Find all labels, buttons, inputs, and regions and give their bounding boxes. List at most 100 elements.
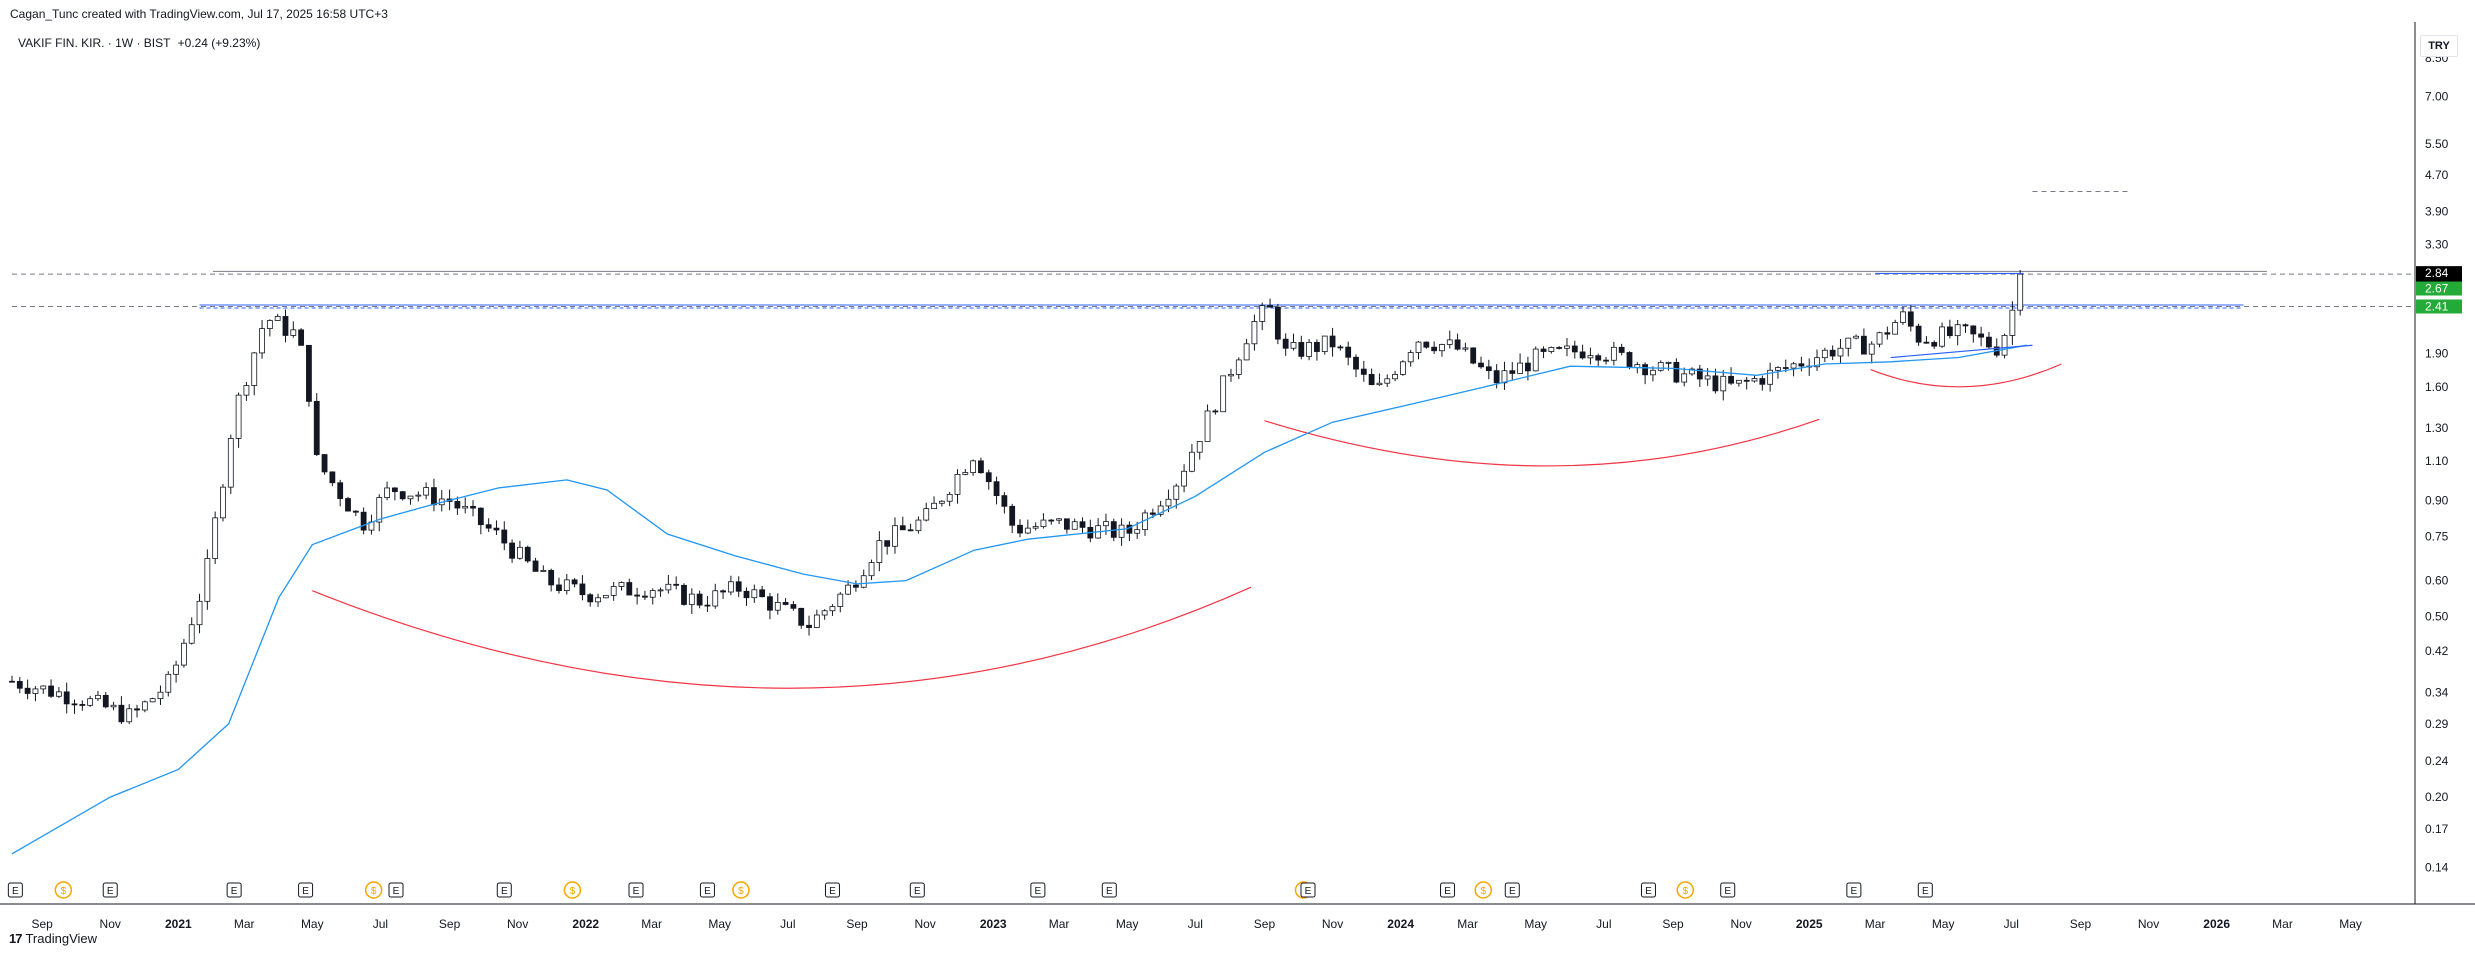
candle xyxy=(360,511,367,531)
candle xyxy=(1954,324,1961,337)
candle xyxy=(1329,335,1336,348)
candle xyxy=(48,685,54,697)
candle xyxy=(1595,355,1602,361)
candle xyxy=(837,593,844,607)
candle xyxy=(1892,322,1899,335)
candle xyxy=(1103,521,1109,527)
candle xyxy=(266,320,273,329)
dividend-label: $ xyxy=(61,886,67,897)
earnings-label: E xyxy=(1724,886,1731,897)
candle xyxy=(1478,362,1484,368)
candle xyxy=(532,560,539,572)
candle xyxy=(790,604,797,609)
candle xyxy=(970,460,977,473)
candle xyxy=(579,583,586,596)
candle xyxy=(1790,363,1797,369)
candle xyxy=(1907,311,1914,327)
chart-area[interactable]: 8.50 7.00 5.50 4.70 3.90 3.30 1.90 1.60 1.30 1.10… xyxy=(0,22,2475,939)
time-tick-label: May xyxy=(708,917,731,931)
candle xyxy=(282,316,289,336)
earnings-icon xyxy=(824,882,840,898)
candle xyxy=(1829,349,1836,357)
candle xyxy=(665,583,672,591)
candle xyxy=(1970,325,1977,335)
candle xyxy=(1009,505,1016,526)
time-tick-label: Mar xyxy=(1049,917,1070,931)
time-tick-label: 2021 xyxy=(165,917,192,931)
earnings-label: E xyxy=(633,886,640,897)
dividend-label: $ xyxy=(1683,886,1689,897)
candle xyxy=(87,698,94,706)
candle xyxy=(735,581,742,592)
earnings-label: E xyxy=(501,886,508,897)
level-price-tag-bg xyxy=(2416,299,2462,314)
candle xyxy=(696,593,703,606)
candle xyxy=(477,507,484,526)
price-tick-label: 1.90 xyxy=(2425,346,2449,360)
price-tick-label: 0.42 xyxy=(2425,644,2449,658)
time-tick-label: Jul xyxy=(1188,917,1203,931)
currency-label[interactable]: TRY xyxy=(2420,35,2458,57)
candle xyxy=(1259,305,1266,322)
candle xyxy=(892,525,898,547)
time-tick-label: 2023 xyxy=(980,917,1007,931)
earnings-icon xyxy=(1504,882,1520,898)
candle xyxy=(1290,342,1297,349)
candle xyxy=(134,708,140,711)
candle xyxy=(415,494,422,497)
earnings-label: E xyxy=(1305,886,1312,897)
candle xyxy=(860,575,867,588)
candle xyxy=(563,579,570,591)
chart-credit: Cagan_Tunc created with TradingView.com,… xyxy=(10,7,388,21)
candle xyxy=(1243,343,1250,361)
earnings-label: E xyxy=(107,886,114,897)
time-tick-label: 2025 xyxy=(1796,917,1823,931)
time-tick-label: Mar xyxy=(234,917,255,931)
candle xyxy=(1939,326,1945,347)
symbol-legend: VAKIF FIN. KIR. · 1W · BIST +0.24 (+9.23… xyxy=(18,36,260,50)
candle xyxy=(40,685,47,690)
candle xyxy=(845,584,851,595)
candle xyxy=(431,487,437,506)
price-chart[interactable]: 8.507.005.504.703.903.301.901.601.301.10… xyxy=(0,22,2475,939)
time-tick-label: May xyxy=(1524,917,1547,931)
candle xyxy=(1165,498,1172,507)
earnings-label: E xyxy=(302,886,309,897)
candle xyxy=(1900,311,1906,323)
price-tick-label: 5.50 xyxy=(2425,137,2449,151)
candle xyxy=(1274,306,1281,340)
earnings-icon xyxy=(699,882,715,898)
price-tick-label: 4.70 xyxy=(2425,168,2449,182)
candle xyxy=(1267,305,1273,308)
candle xyxy=(1673,361,1680,383)
price-tick-label: 0.17 xyxy=(2425,822,2449,836)
candle xyxy=(1556,347,1563,349)
time-tick-label: Jul xyxy=(780,917,795,931)
candle xyxy=(1345,346,1352,358)
earnings-label: E xyxy=(1645,886,1652,897)
candle xyxy=(1720,375,1727,392)
earnings-label: E xyxy=(829,886,836,897)
candle xyxy=(602,594,609,599)
earnings-icon xyxy=(1720,882,1736,898)
candle xyxy=(1837,347,1844,357)
candle xyxy=(626,582,633,596)
candle xyxy=(1923,341,1930,344)
dividend-label: $ xyxy=(371,886,377,897)
candle xyxy=(1353,356,1359,370)
candle xyxy=(384,487,390,498)
candle xyxy=(1376,382,1383,386)
candle xyxy=(1798,363,1805,367)
candle xyxy=(399,491,406,500)
candle xyxy=(727,581,734,593)
time-tick-label: Sep xyxy=(846,917,868,931)
candle xyxy=(1564,345,1570,349)
candle xyxy=(946,493,953,502)
price-tick-label: 0.14 xyxy=(2425,860,2449,874)
candle xyxy=(243,385,250,396)
candle xyxy=(798,607,805,626)
earnings-label: E xyxy=(1444,886,1451,897)
candle xyxy=(1618,346,1625,353)
candle xyxy=(1220,375,1227,413)
candle xyxy=(1384,378,1391,384)
